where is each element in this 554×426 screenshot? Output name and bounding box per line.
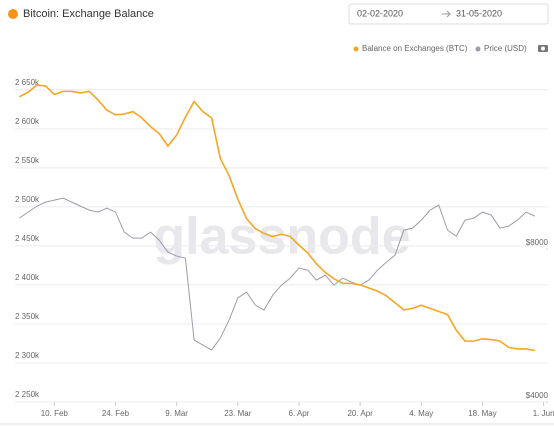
y-tick-label: 2 250k xyxy=(15,390,40,399)
legend-label[interactable]: Price (USD) xyxy=(484,44,527,53)
camera-lens xyxy=(541,46,545,51)
x-tick-label: 4. May xyxy=(409,409,433,418)
legend-marker xyxy=(353,46,359,52)
y2-tick-label: $8000 xyxy=(526,238,549,247)
x-tick-label: 1. Jun xyxy=(533,409,554,418)
arrow-head xyxy=(446,10,451,18)
y2-tick-label: $4000 xyxy=(526,391,549,400)
x-tick-label: 18. May xyxy=(468,409,496,418)
date-to[interactable]: 31-05-2020 xyxy=(456,8,502,18)
y-tick-label: 2 400k xyxy=(15,273,40,282)
x-tick-label: 24. Feb xyxy=(102,409,130,418)
chart-title: Bitcoin: Exchange Balance xyxy=(23,8,154,20)
x-tick-label: 23. Mar xyxy=(224,409,251,418)
y-tick-label: 2 650k xyxy=(15,78,40,87)
legend-label[interactable]: Balance on Exchanges (BTC) xyxy=(362,44,468,53)
y-tick-label: 2 600k xyxy=(15,117,40,126)
y-tick-label: 2 500k xyxy=(15,195,40,204)
x-tick-label: 6. Apr xyxy=(289,409,310,418)
legend-marker xyxy=(475,46,481,52)
y-tick-label: 2 300k xyxy=(15,351,40,360)
y-tick-label: 2 450k xyxy=(15,234,40,243)
bitcoin-icon xyxy=(8,9,18,19)
date-from[interactable]: 02-02-2020 xyxy=(357,8,403,18)
line-series xyxy=(18,84,536,352)
x-tick-label: 10. Feb xyxy=(41,409,69,418)
y-tick-label: 2 350k xyxy=(15,312,40,321)
line-series xyxy=(19,197,536,351)
x-tick-label: 9. Mar xyxy=(165,409,188,418)
x-tick-label: 20. Apr xyxy=(347,409,373,418)
y-tick-label: 2 550k xyxy=(15,156,40,165)
watermark: glassnode xyxy=(153,208,410,266)
